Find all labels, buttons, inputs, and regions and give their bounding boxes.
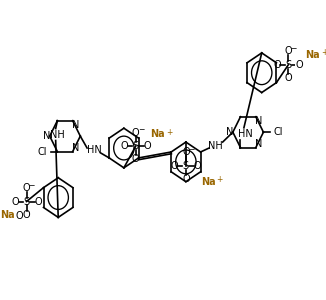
Text: O: O <box>285 46 292 56</box>
Text: Na: Na <box>151 129 165 139</box>
Text: O: O <box>121 141 128 151</box>
Text: O: O <box>34 196 42 206</box>
Text: +: + <box>321 48 326 57</box>
Text: N: N <box>43 131 50 141</box>
Text: O: O <box>16 212 23 221</box>
Text: S: S <box>183 161 189 171</box>
Text: N: N <box>72 120 80 130</box>
Text: Na: Na <box>1 210 15 220</box>
Text: Na: Na <box>305 50 319 60</box>
Text: NH: NH <box>209 141 223 151</box>
Text: +: + <box>217 175 223 184</box>
Text: S: S <box>23 196 30 206</box>
Text: Na: Na <box>200 177 215 187</box>
Text: O: O <box>182 148 190 158</box>
Text: O: O <box>23 183 30 193</box>
Text: N: N <box>256 139 263 148</box>
Text: S: S <box>285 60 291 70</box>
Text: HN: HN <box>238 129 253 139</box>
Text: O: O <box>182 174 190 184</box>
Text: O: O <box>132 128 140 138</box>
Text: HN: HN <box>86 145 101 155</box>
Text: −: − <box>138 125 144 134</box>
Text: N: N <box>226 127 233 137</box>
Text: O: O <box>23 210 30 220</box>
Text: O: O <box>296 60 304 70</box>
Text: Cl: Cl <box>37 147 47 157</box>
Text: −: − <box>290 44 297 53</box>
Text: N: N <box>72 142 80 153</box>
Text: S: S <box>133 141 139 151</box>
Text: Cl: Cl <box>274 127 284 137</box>
Text: O: O <box>11 196 19 206</box>
Text: O: O <box>273 60 281 70</box>
Text: −: − <box>188 145 194 154</box>
Text: O: O <box>170 161 178 171</box>
Text: O: O <box>194 161 201 171</box>
Text: +: + <box>167 128 173 137</box>
Text: N: N <box>256 116 263 126</box>
Text: −: − <box>28 181 35 190</box>
Text: NH: NH <box>50 130 65 140</box>
Text: O: O <box>143 141 151 151</box>
Text: O: O <box>132 154 140 164</box>
Text: O: O <box>285 73 292 83</box>
